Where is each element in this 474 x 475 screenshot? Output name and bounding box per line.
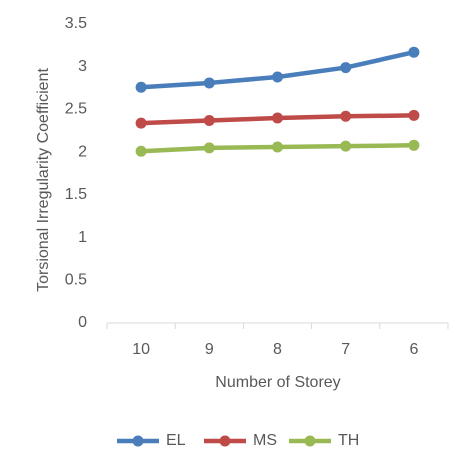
y-tick-label: 3.5 bbox=[65, 15, 87, 32]
y-tick-label: 1.5 bbox=[65, 186, 87, 203]
y-tick-label: 0.5 bbox=[65, 272, 87, 289]
x-tick-label: 9 bbox=[205, 341, 214, 358]
legend-marker bbox=[219, 435, 231, 447]
data-point bbox=[135, 117, 147, 129]
y-tick-label: 2 bbox=[78, 143, 87, 160]
y-tick-label: 1 bbox=[78, 229, 87, 246]
y-axis-title: Torsional Irregularity Coefficient bbox=[35, 68, 52, 292]
y-tick-label: 0 bbox=[78, 314, 87, 331]
y-tick-label: 2.5 bbox=[65, 101, 87, 118]
legend-label: EL bbox=[166, 432, 186, 449]
legend-label: TH bbox=[338, 432, 359, 449]
data-point bbox=[203, 142, 215, 154]
data-point bbox=[272, 112, 283, 124]
legend-marker bbox=[132, 435, 144, 447]
x-tick-label: 7 bbox=[341, 341, 350, 358]
x-axis-title: Number of Storey bbox=[215, 374, 340, 391]
data-point bbox=[203, 115, 215, 127]
x-tick-label: 8 bbox=[273, 341, 282, 358]
data-point bbox=[340, 62, 352, 74]
data-point bbox=[272, 71, 283, 83]
legend-label: MS bbox=[253, 432, 277, 449]
data-point bbox=[340, 110, 352, 122]
data-point bbox=[408, 46, 420, 58]
x-tick-label: 6 bbox=[409, 341, 418, 358]
data-point bbox=[272, 141, 283, 153]
data-point bbox=[203, 77, 215, 89]
x-tick-label: 10 bbox=[132, 341, 150, 358]
y-tick-label: 3 bbox=[78, 58, 87, 75]
legend-marker bbox=[304, 435, 316, 447]
data-point bbox=[340, 140, 352, 152]
data-point bbox=[408, 109, 420, 121]
data-point bbox=[408, 139, 420, 151]
data-point bbox=[135, 81, 147, 93]
data-point bbox=[135, 145, 147, 157]
